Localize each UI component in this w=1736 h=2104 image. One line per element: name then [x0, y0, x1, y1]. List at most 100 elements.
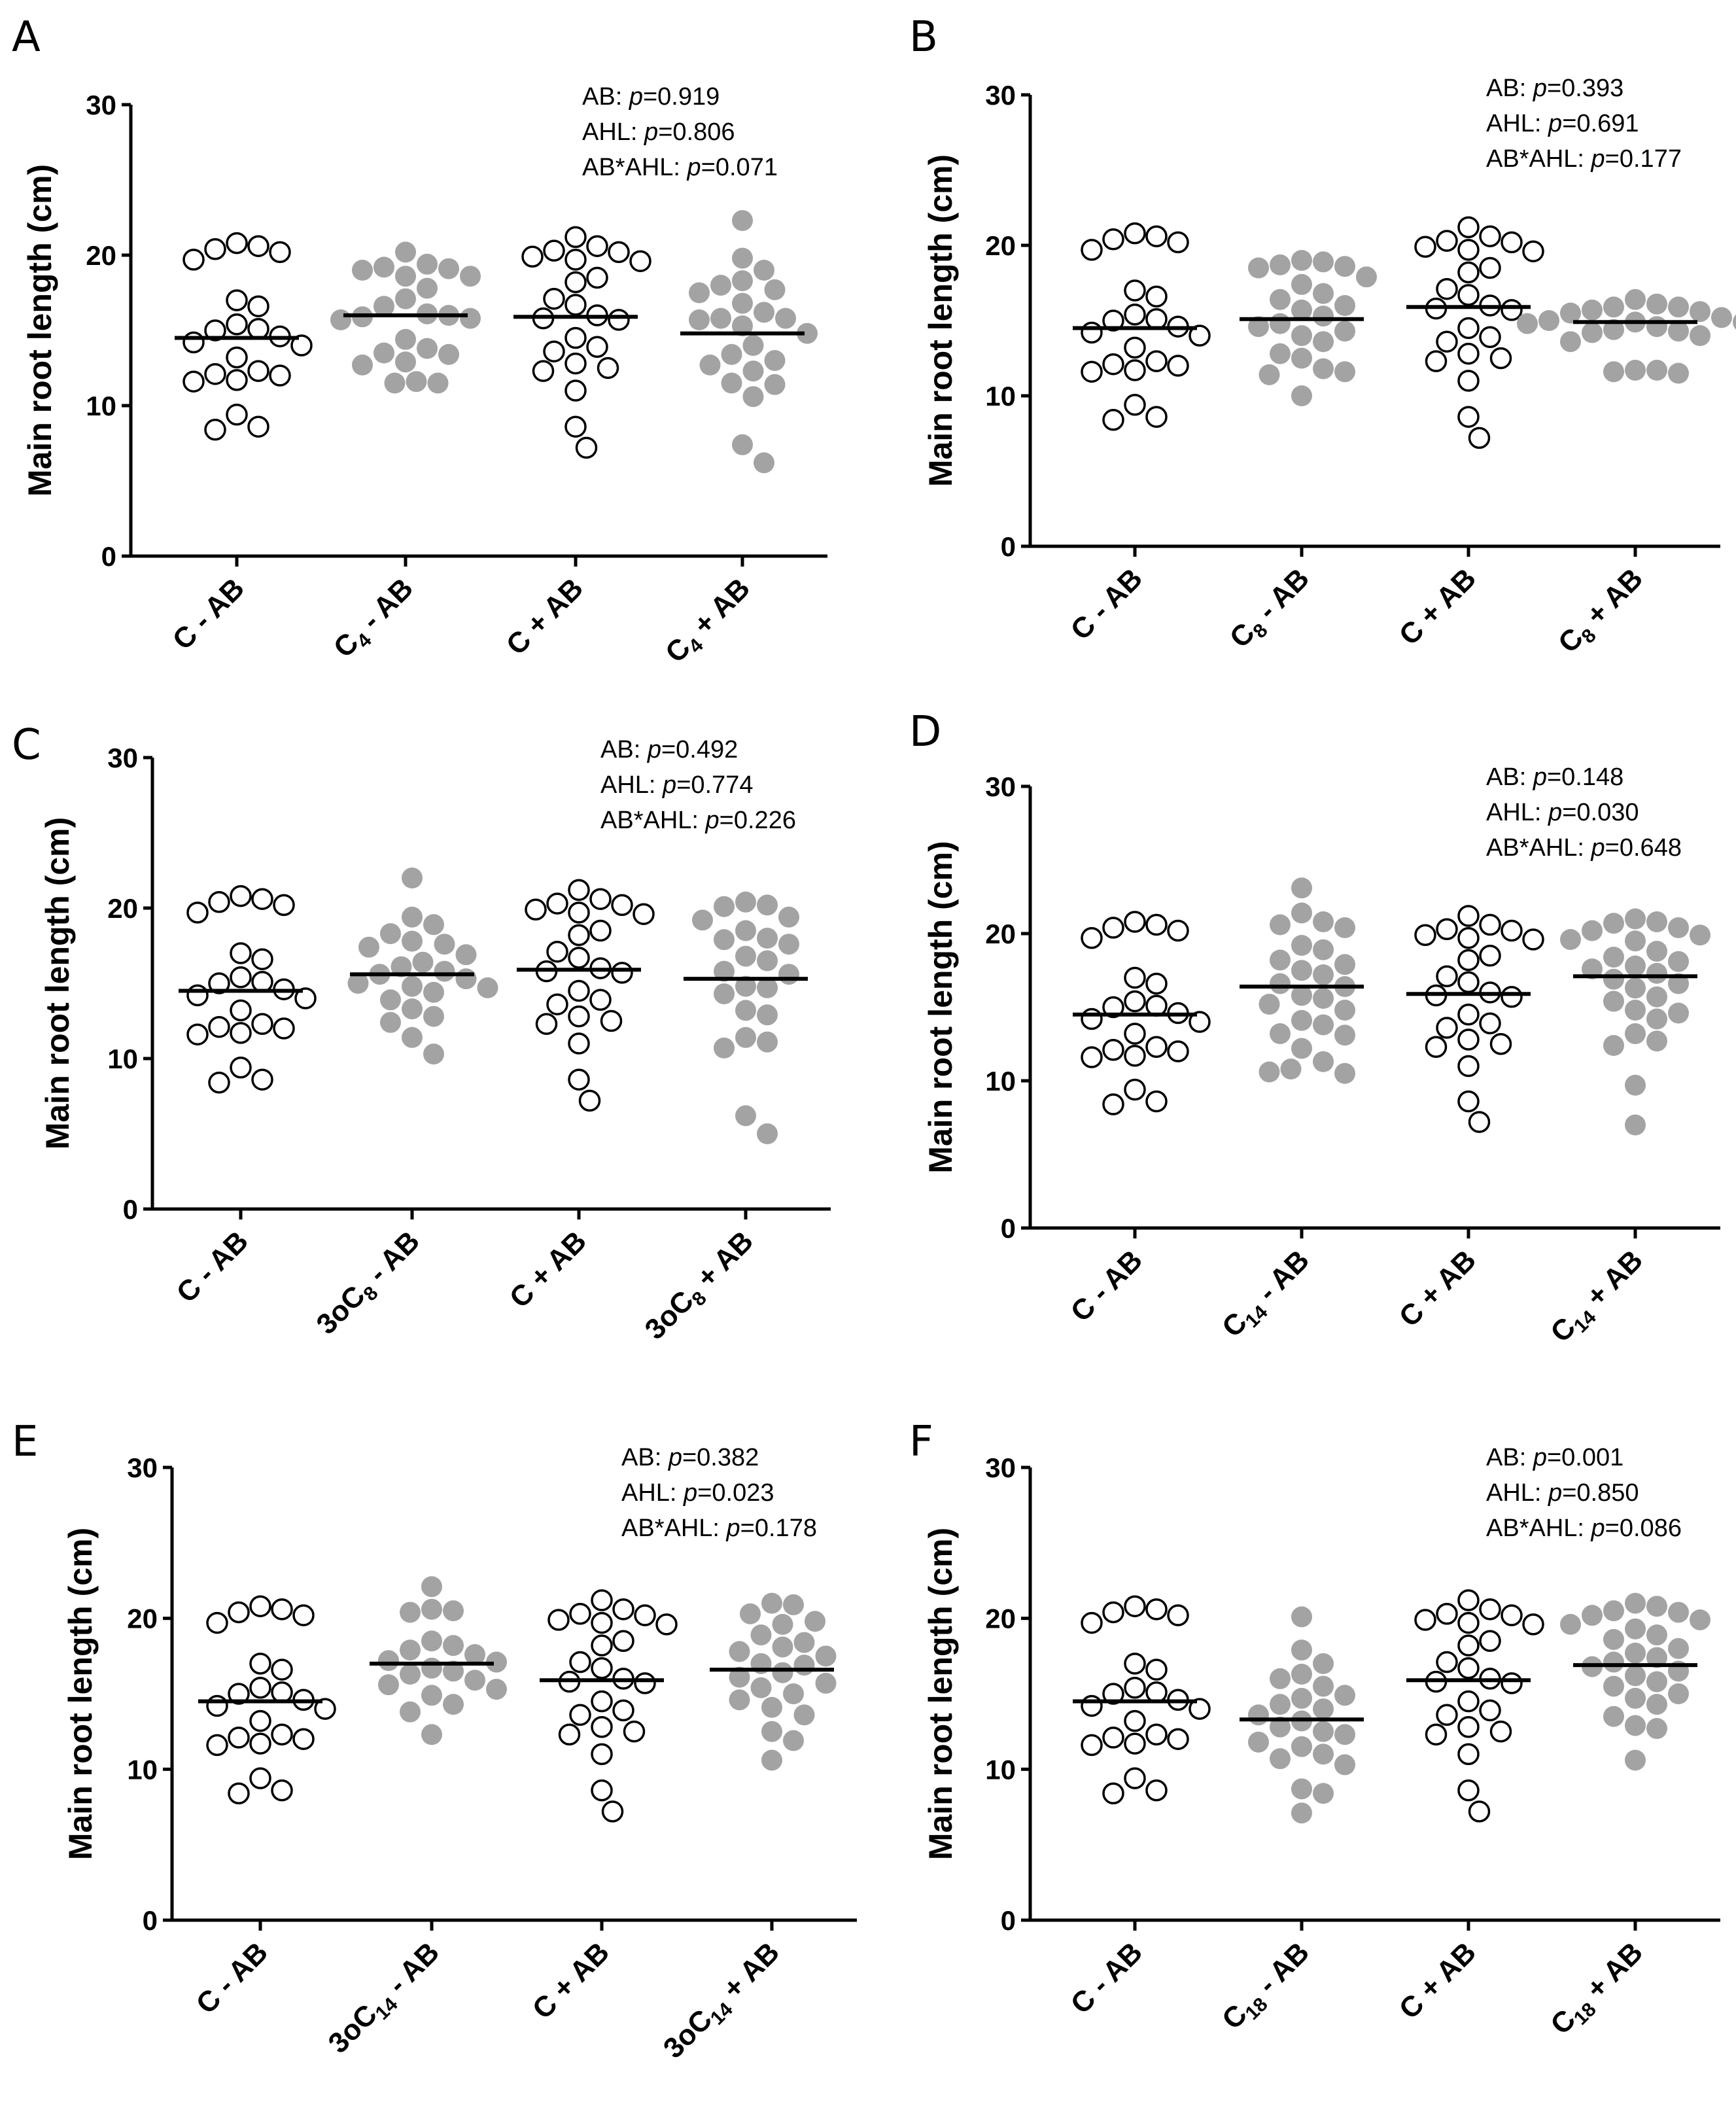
data-point — [1270, 1694, 1291, 1715]
data-point — [402, 906, 423, 928]
data-point — [1457, 1004, 1480, 1026]
data-point — [1291, 325, 1312, 346]
data-point — [294, 987, 317, 1009]
data-point — [591, 1657, 613, 1679]
y-tick-label: 0 — [101, 541, 116, 572]
data-point — [601, 1800, 624, 1823]
data-point — [1646, 941, 1667, 962]
data-point — [750, 1624, 772, 1646]
data-point — [292, 1728, 315, 1750]
data-point — [1259, 994, 1280, 1015]
data-point — [400, 1639, 421, 1661]
data-point — [1668, 917, 1689, 938]
stat-line: AB: p=0.001 — [1486, 1444, 1623, 1471]
data-point — [1189, 1011, 1211, 1033]
y-tick-label: 10 — [985, 1066, 1016, 1096]
data-point — [182, 331, 205, 354]
data-point — [1582, 958, 1603, 979]
data-point — [591, 1690, 613, 1713]
y-tick-label: 10 — [86, 391, 116, 421]
data-point — [1081, 1008, 1103, 1030]
data-point — [1124, 1677, 1146, 1699]
data-point — [1102, 1039, 1124, 1061]
data-point — [629, 250, 651, 272]
y-tick-label: 30 — [107, 743, 138, 773]
data-point — [1313, 911, 1334, 932]
data-point — [206, 1611, 228, 1634]
panel-D: D Main root length (cm) 0 10 20 30 C - AB C14 -… — [909, 708, 1720, 1348]
data-point — [378, 1674, 399, 1696]
data-point — [464, 1670, 485, 1691]
group-1 — [1240, 877, 1364, 1084]
data-point — [1145, 1036, 1168, 1058]
data-point — [591, 1743, 613, 1766]
y-tick-label: 10 — [985, 381, 1016, 412]
y-tick-label: 0 — [1001, 1905, 1016, 1936]
data-point — [564, 415, 587, 438]
data-point — [611, 894, 633, 917]
data-point — [568, 902, 590, 924]
data-point — [732, 434, 753, 455]
data-point — [247, 235, 269, 257]
stat-line: AB*AHL: p=0.071 — [582, 154, 778, 181]
data-point — [1468, 427, 1491, 449]
data-point — [204, 362, 226, 385]
data-point — [1291, 347, 1312, 369]
data-point — [772, 1662, 793, 1683]
data-point — [1414, 924, 1436, 946]
data-point — [764, 374, 786, 395]
stat-line: AHL: p=0.774 — [600, 771, 753, 799]
data-point — [402, 1026, 423, 1048]
data-point — [186, 1023, 209, 1045]
data-point — [1501, 919, 1523, 942]
data-point — [1270, 343, 1291, 364]
data-point — [400, 1701, 421, 1723]
data-point — [1356, 266, 1377, 288]
data-point — [1646, 316, 1667, 338]
data-point — [249, 1732, 271, 1755]
data-point — [742, 360, 764, 382]
y-axis-title: Main root length (cm) — [39, 817, 76, 1149]
panel-F: F Main root length (cm) 0 10 20 30 C - AB C18 -… — [909, 1418, 1720, 2041]
data-point — [423, 1006, 444, 1027]
data-point — [1425, 1723, 1448, 1746]
data-point — [569, 1704, 591, 1727]
data-point — [402, 975, 423, 997]
panel-letter: A — [12, 13, 41, 61]
data-point — [1291, 960, 1312, 981]
data-point — [1189, 324, 1211, 347]
data-point — [1646, 1647, 1667, 1668]
data-point — [1646, 1718, 1667, 1740]
data-point — [1102, 409, 1124, 431]
data-point — [1081, 1694, 1103, 1717]
data-point — [1270, 949, 1291, 971]
data-point — [1189, 1698, 1211, 1720]
data-point — [1291, 1038, 1312, 1059]
data-point — [589, 888, 612, 910]
data-point — [757, 1123, 778, 1144]
data-point — [443, 1635, 464, 1657]
data-point — [208, 1072, 230, 1094]
data-point — [249, 1767, 271, 1789]
data-point — [1436, 330, 1458, 353]
data-point — [1690, 301, 1710, 323]
data-point — [1668, 1683, 1689, 1704]
data-point — [732, 292, 753, 314]
data-point — [1145, 225, 1168, 247]
data-point — [1436, 1704, 1458, 1727]
data-point — [206, 1734, 228, 1757]
data-point — [757, 1004, 778, 1026]
data-point — [391, 956, 412, 977]
data-point — [1646, 1671, 1667, 1692]
data-point — [1414, 236, 1436, 258]
data-point — [1517, 313, 1538, 334]
data-point — [1102, 1093, 1124, 1115]
data-point — [742, 386, 764, 408]
data-point — [1690, 325, 1710, 346]
data-point — [1334, 256, 1355, 277]
data-point — [1145, 1681, 1168, 1704]
data-point — [1291, 1802, 1312, 1824]
data-point — [464, 1644, 485, 1666]
stat-line: AB*AHL: p=0.648 — [1486, 834, 1682, 862]
data-point — [384, 372, 406, 394]
